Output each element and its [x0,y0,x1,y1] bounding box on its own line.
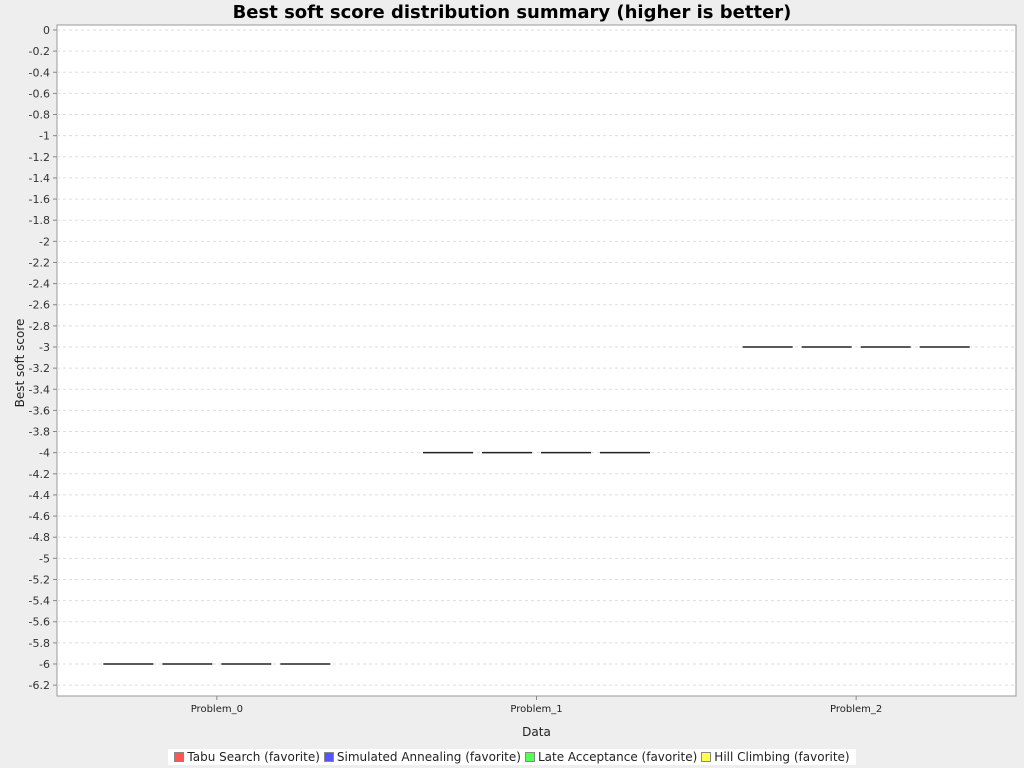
y-tick-label: -5.6 [29,616,50,629]
y-tick-label: -4.4 [29,489,50,502]
y-tick-label: -6 [39,658,50,671]
y-tick-label: -3.8 [29,426,50,439]
legend-label: Hill Climbing (favorite) [714,750,850,764]
legend-item: Tabu Search (favorite) [174,750,320,764]
y-tick-label: -4.8 [29,531,50,544]
y-tick-label: 0 [43,24,50,37]
y-tick-label: -1.6 [29,193,50,206]
y-tick-label: -4.2 [29,468,50,481]
y-tick-label: -4 [39,447,50,460]
legend-swatch [174,751,185,762]
y-tick-label: -3.2 [29,362,50,375]
y-tick-label: -2.8 [29,320,50,333]
legend-swatch [323,751,334,762]
plot-area [56,24,1017,697]
y-tick-label: -5.4 [29,595,50,608]
y-tick-label: -1.8 [29,214,50,227]
y-tick-label: -5.2 [29,573,50,586]
y-tick-label: -1.4 [29,172,50,185]
legend-box: Tabu Search (favorite) Simulated Annealin… [168,749,856,765]
x-tick-label: Problem_1 [510,704,562,715]
y-tick-label: -3.6 [29,404,50,417]
y-tick-label: -2.6 [29,299,50,312]
legend-swatch [701,751,712,762]
y-tick-label: -6.2 [29,679,50,692]
y-tick-label: -3 [39,341,50,354]
legend-label: Simulated Annealing (favorite) [336,750,521,764]
legend-item: Simulated Annealing (favorite) [323,750,521,764]
legend-item: Late Acceptance (favorite) [524,750,698,764]
y-tick-label: -0.8 [29,109,50,122]
y-tick-label: -2.4 [29,278,50,291]
legend-swatch [524,751,535,762]
x-tick-label: Problem_2 [830,704,882,715]
y-tick-label: -2 [39,235,50,248]
y-tick-label: -3.4 [29,383,50,396]
x-tick-label: Problem_0 [191,704,243,715]
x-axis-label: Data [522,725,551,739]
y-tick-label: -1 [39,130,50,143]
y-tick-label: -4.6 [29,510,50,523]
y-tick-label: -0.6 [29,87,50,100]
y-tick-label: -5.8 [29,637,50,650]
legend-label: Tabu Search (favorite) [187,750,320,764]
chart-title: Best soft score distribution summary (hi… [232,2,792,23]
y-axis-label: Best soft score [13,319,27,408]
legend-item: Hill Climbing (favorite) [701,750,850,764]
y-tick-label: -0.2 [29,45,50,58]
legend: Tabu Search (favorite) Simulated Annealin… [0,746,1024,765]
y-tick-label: -2.2 [29,256,50,269]
y-tick-label: -5 [39,552,50,565]
legend-label: Late Acceptance (favorite) [537,750,698,764]
y-tick-label: -1.2 [29,151,50,164]
y-tick-label: -0.4 [29,66,50,79]
